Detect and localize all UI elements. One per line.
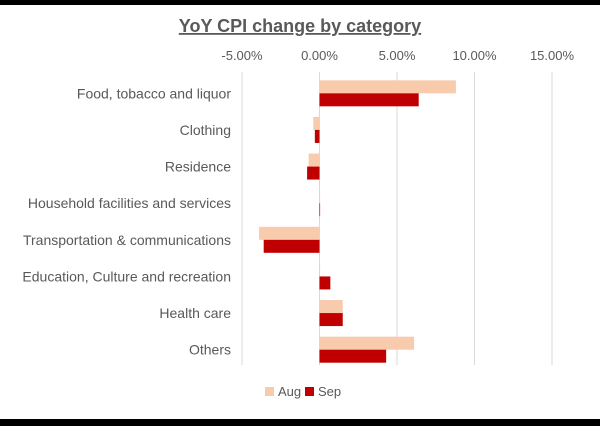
top-border [0, 0, 600, 5]
category-label: Residence [165, 159, 231, 175]
bars [259, 80, 456, 363]
bar-aug [319, 80, 456, 94]
gridlines [241, 72, 553, 365]
bar-aug [319, 190, 321, 204]
x-tick-label: 0.00% [301, 48, 338, 63]
x-axis-ticks: -5.00% 0.00% 5.00% 10.00% 15.00% [221, 48, 574, 63]
category-label: Health care [159, 305, 231, 321]
bar-aug [319, 336, 415, 350]
bar-aug [319, 300, 343, 314]
legend: Aug Sep [265, 384, 341, 399]
bar-sep [319, 313, 343, 327]
bar-aug [319, 263, 321, 277]
bar-sep [319, 349, 387, 363]
category-label: Others [189, 342, 231, 358]
legend-label: Aug [278, 384, 301, 399]
category-labels: Food, tobacco and liquor Clothing Residenc… [22, 85, 231, 357]
category-label: Household facilities and services [28, 195, 231, 211]
bar-sep [319, 276, 331, 290]
category-label: Food, tobacco and liquor [77, 85, 231, 101]
bar-sep [314, 129, 320, 143]
bar-aug [259, 226, 320, 240]
chart-title: YoY CPI change by category [179, 16, 421, 36]
x-tick-label: 15.00% [530, 48, 575, 63]
x-tick-label: -5.00% [221, 48, 263, 63]
bar-sep [319, 93, 419, 107]
x-tick-label: 5.00% [379, 48, 416, 63]
legend-label: Sep [318, 384, 341, 399]
bar-sep [263, 239, 320, 253]
legend-swatch [265, 387, 274, 396]
legend-swatch [305, 387, 314, 396]
bar-aug [313, 116, 320, 130]
category-label: Education, Culture and recreation [22, 268, 231, 284]
bar-aug [308, 153, 320, 167]
bar-sep [307, 166, 320, 180]
bar-sep [319, 203, 321, 217]
x-tick-label: 10.00% [452, 48, 497, 63]
bottom-border [0, 419, 600, 426]
category-label: Transportation & communications [23, 232, 231, 248]
category-label: Clothing [180, 122, 231, 138]
